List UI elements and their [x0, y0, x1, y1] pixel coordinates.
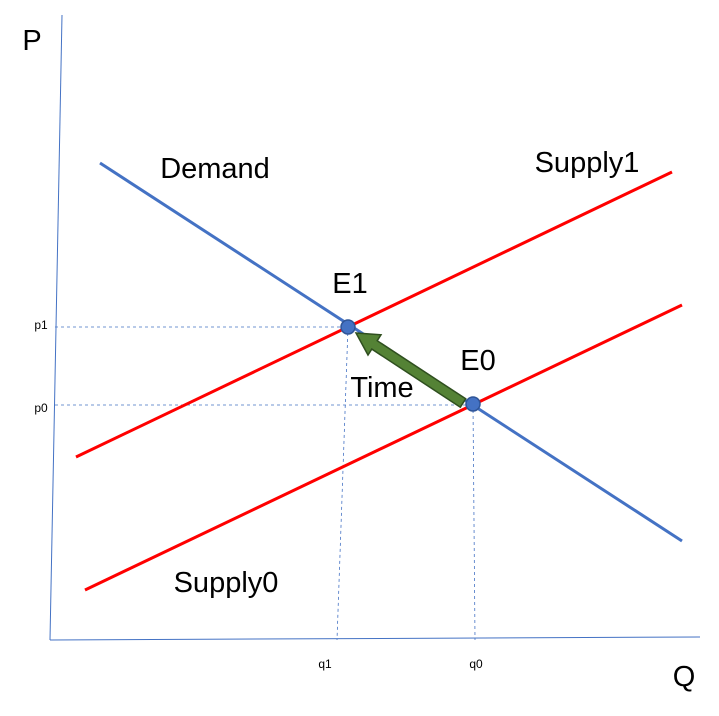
point-label: E1 [332, 268, 367, 300]
tick-label: p1 [34, 318, 48, 332]
tick-label: p0 [34, 401, 48, 415]
curve-label: Supply1 [535, 147, 640, 179]
arrow-label: Time [350, 372, 413, 404]
curve-label: Supply0 [174, 567, 279, 599]
point-label: E0 [460, 345, 495, 377]
x-axis-label: Q [673, 661, 696, 693]
y-axis [49, 14, 63, 641]
q1-guide [336, 326, 349, 641]
supply0-curve [84, 303, 683, 592]
tick-label: q0 [469, 657, 483, 671]
time-arrow [354, 332, 467, 409]
supply1-curve [75, 170, 673, 459]
y-axis-label: P [22, 25, 41, 57]
guides [55, 326, 476, 641]
equilibrium-point [340, 319, 356, 335]
curve-label: Demand [160, 153, 270, 185]
tick-label: q1 [318, 657, 332, 671]
equilibrium-point [465, 396, 481, 412]
q0-guide [472, 403, 476, 641]
x-axis [49, 636, 701, 641]
